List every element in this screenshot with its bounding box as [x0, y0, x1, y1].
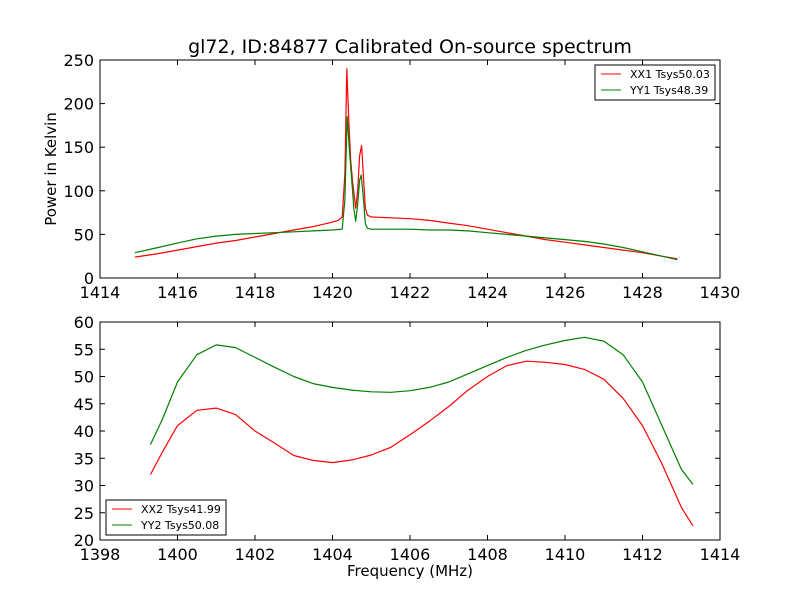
bottom-y-tick-label: 50 — [74, 368, 94, 387]
top-y-tick-label: 50 — [74, 225, 94, 244]
chart-title: gl72, ID:84877 Calibrated On-source spec… — [188, 36, 632, 58]
top-x-ticks: 1414 1416 1418 1420 1422 1424 1426 1428 1430 — [80, 60, 741, 302]
bottom-series — [149, 336, 694, 527]
top-x-tick-label: 1422 — [390, 283, 431, 302]
bottom-axes: 1398 1400 1402 1404 1406 1408 1410 1412 1414 202… — [74, 313, 741, 580]
bottom-x-tick-label: 1404 — [312, 545, 353, 564]
bottom-legend-label-yy2: YY2 Tsys50.08 — [140, 519, 219, 532]
top-x-tick-label: 1420 — [312, 283, 353, 302]
bottom-x-tick-label: 1408 — [467, 545, 508, 564]
top-x-tick-label: 1416 — [157, 283, 198, 302]
top-y-tick-label: 0 — [84, 269, 94, 288]
top-x-tick-label: 1426 — [545, 283, 586, 302]
bottom-x-axis-label: Frequency (MHz) — [347, 562, 473, 580]
bottom-x-tick-label: 1412 — [622, 545, 663, 564]
top-legend-box — [594, 64, 716, 101]
bottom-x-tick-label: 1410 — [545, 545, 586, 564]
top-x-tick-label: 1418 — [235, 283, 276, 302]
top-legend: XX1 Tsys50.03 YY1 Tsys48.39 — [594, 64, 716, 101]
bottom-x-tick-label: 1414 — [700, 545, 741, 564]
top-x-tick-label: 1428 — [622, 283, 663, 302]
bottom-y-tick-label: 45 — [74, 395, 94, 414]
bottom-y-tick-label: 40 — [74, 422, 94, 441]
top-x-tick-label: 1414 — [80, 283, 121, 302]
top-y-tick-label: 150 — [63, 138, 94, 157]
bottom-x-tick-label: 1400 — [157, 545, 198, 564]
top-y-tick-label: 250 — [63, 51, 94, 70]
bottom-series-line-xx2 — [149, 360, 694, 527]
top-y-ticks: 0 50 100 150 200 250 — [63, 51, 720, 288]
top-legend-label-yy1: YY1 Tsys48.39 — [629, 84, 708, 97]
bottom-y-tick-label: 30 — [74, 477, 94, 496]
bottom-legend: XX2 Tsys41.99 YY2 Tsys50.08 — [105, 499, 227, 536]
bottom-y-tick-label: 25 — [74, 504, 94, 523]
top-legend-label-xx1: XX1 Tsys50.03 — [630, 68, 710, 81]
bottom-y-tick-label: 35 — [74, 449, 94, 468]
top-y-tick-label: 200 — [63, 95, 94, 114]
top-series-line-yy1 — [134, 116, 678, 261]
top-y-axis-label: Power in Kelvin — [42, 112, 60, 226]
top-x-tick-label: 1424 — [467, 283, 508, 302]
bottom-y-ticks: 20 25 30 35 40 45 50 55 60 — [74, 313, 720, 550]
bottom-x-tick-label: 1398 — [80, 545, 121, 564]
top-series-line-xx1 — [134, 68, 678, 260]
top-y-tick-label: 100 — [63, 182, 94, 201]
bottom-x-tick-label: 1406 — [390, 545, 431, 564]
bottom-y-tick-label: 60 — [74, 313, 94, 332]
top-series — [134, 68, 678, 261]
bottom-y-tick-label: 55 — [74, 340, 94, 359]
bottom-x-ticks: 1398 1400 1402 1404 1406 1408 1410 1412 1414 — [80, 322, 741, 564]
top-x-tick-label: 1430 — [700, 283, 741, 302]
bottom-x-tick-label: 1402 — [235, 545, 276, 564]
bottom-y-tick-label: 20 — [74, 531, 94, 550]
bottom-legend-label-xx2: XX2 Tsys41.99 — [141, 503, 221, 516]
top-axes: 1414 1416 1418 1420 1422 1424 1426 1428 1430 0 50… — [42, 51, 740, 302]
bottom-legend-box — [105, 499, 227, 536]
bottom-series-line-yy2 — [149, 336, 694, 485]
